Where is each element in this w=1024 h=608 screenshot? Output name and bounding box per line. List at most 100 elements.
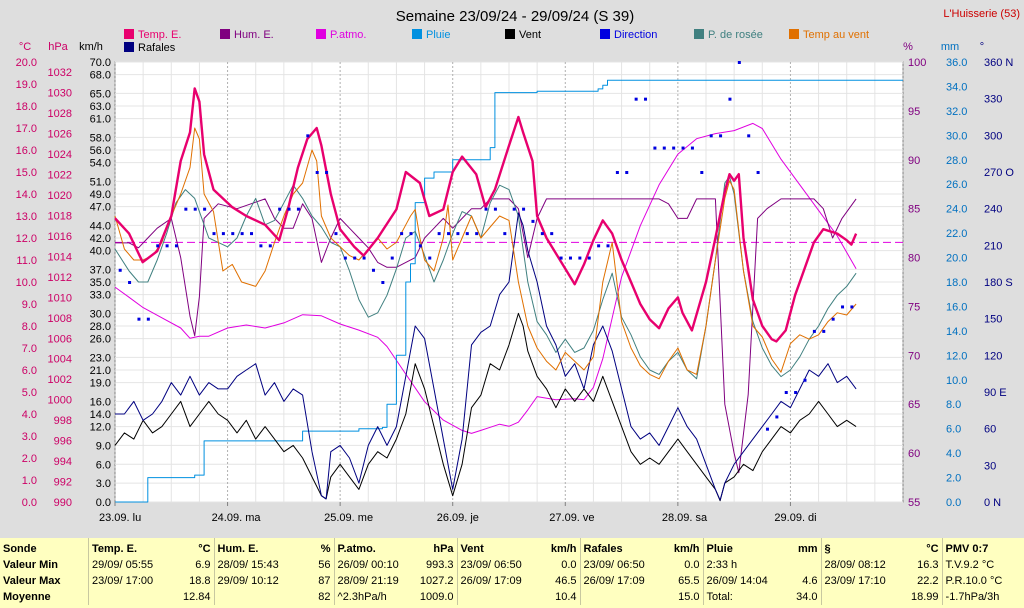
legend-swatch [412, 29, 422, 39]
legend-label: Vent [519, 29, 541, 41]
tick-wind: 33.0 [90, 290, 111, 302]
press-unit: hPa [433, 543, 454, 555]
direction-point [118, 268, 122, 272]
legend-label: P.atmo. [330, 29, 367, 41]
legend-swatch [316, 29, 326, 39]
tick-rain: 8.0 [946, 399, 961, 411]
direction-point [615, 171, 619, 174]
tick-wind: 63.0 [90, 101, 111, 113]
direction-point [531, 219, 535, 223]
tick-temp: 7.0 [22, 343, 37, 355]
x-tick-label: 27.09. ve [549, 512, 594, 524]
tick-dir: 180 S [984, 277, 1013, 289]
tick-wind: 70.0 [90, 57, 111, 69]
tick-temp: 8.0 [22, 321, 37, 333]
direction-point [587, 256, 591, 260]
tick-hum: 80 [908, 253, 920, 265]
x-tick-label: 28.09. sa [662, 512, 708, 524]
tick-wind: 40.0 [90, 246, 111, 258]
tick-wind: 56.0 [90, 145, 111, 157]
direction-point [597, 244, 601, 248]
legend-label: Rafales [138, 42, 176, 54]
tick-wind: 49.0 [90, 189, 111, 201]
chart-title: Semaine 23/09/24 - 29/09/24 (S 39) [396, 8, 635, 25]
tick-temp: 16.0 [16, 145, 37, 157]
direction-point [550, 232, 554, 236]
direction-point [221, 232, 225, 236]
pmv-trend: -1.7hPa/3h [941, 589, 1024, 605]
direction-point [512, 207, 516, 211]
tick-wind: 65.0 [90, 88, 111, 100]
direction-point [400, 232, 404, 236]
tick-rain: 4.0 [946, 448, 961, 460]
tick-hum: 85 [908, 204, 920, 216]
summary-panel: Sonde Temp. E. °C Hum. E. % P.atmo. hPa … [0, 538, 1024, 608]
x-axis-labels: 23.09. lu 24.09. ma 25.09. me 26.09. je 27.0… [99, 502, 817, 524]
press-min-time: 26/09/ 00:10 [333, 557, 411, 573]
gust-avg-value: 15.0 [678, 591, 700, 603]
tick-press: 1028 [48, 108, 72, 120]
tick-press: 1012 [48, 272, 72, 284]
direction-point [287, 207, 291, 211]
press-max-time: 28/09/ 21:19 [333, 573, 411, 589]
rain-duration: 2:33 h [702, 557, 785, 573]
direction-point [250, 232, 254, 236]
axis-header-rain: mm [941, 41, 959, 53]
series-temp-au-vent [114, 127, 857, 380]
direction-point [343, 256, 347, 260]
tick-temp: 20.0 [16, 57, 37, 69]
direction-point [306, 134, 310, 138]
direction-point [203, 207, 207, 211]
legend-label: Temp. E. [138, 29, 181, 41]
direction-point [428, 256, 432, 260]
axis-header-press: hPa [48, 41, 68, 53]
tick-press: 990 [54, 497, 72, 509]
x-tick-label: 24.09. ma [212, 512, 262, 524]
extra-avg-note [820, 589, 906, 605]
rain-max-value: 4.6 [802, 575, 818, 587]
summary-min-row: Valeur Min 29/09/ 05:55 6.9 28/09/ 15:43… [0, 557, 1024, 573]
press-avg-value: 1009.0 [419, 591, 454, 603]
tick-hum: 65 [908, 399, 920, 411]
legend-label: Direction [614, 29, 657, 41]
direction-point [737, 61, 741, 64]
tick-hum: 90 [908, 155, 920, 167]
direction-point [803, 378, 807, 382]
direction-point [240, 232, 244, 236]
direction-point [662, 146, 666, 150]
hum-min-time: 28/09/ 15:43 [213, 557, 306, 573]
direction-point [709, 134, 713, 138]
gust-unit: km/h [673, 543, 700, 555]
extra-min-time: 28/09/ 08:12 [820, 557, 906, 573]
extra-avg-value: 18.99 [911, 591, 939, 603]
direction-point [447, 232, 451, 236]
tick-wind: 28.0 [90, 321, 111, 333]
tick-wind: 6.0 [96, 459, 111, 471]
x-tick-label: 26.09. je [437, 512, 479, 524]
axis-header-temp: °C [19, 41, 31, 53]
tick-temp: 17.0 [16, 123, 37, 135]
legend-swatch [124, 42, 134, 52]
tick-temp: 5.0 [22, 387, 37, 399]
tick-temp: 0.0 [22, 497, 37, 509]
tick-dir: 330 [984, 94, 1002, 106]
tick-rain: 32.0 [946, 106, 967, 118]
tick-temp: 15.0 [16, 167, 37, 179]
wind-avg-note [456, 589, 539, 605]
axis-header-wind: km/h [79, 41, 103, 53]
tick-wind: 61.0 [90, 114, 111, 126]
tick-press: 998 [54, 415, 72, 427]
direction-point [278, 207, 282, 211]
summary-avg-row: Moyenne 12.84 82 ^2.3hPa/h 1009.0 10.4 1… [0, 589, 1024, 605]
direction-point [765, 427, 769, 431]
tick-wind: 14.0 [90, 409, 111, 421]
direction-point [268, 244, 272, 248]
direction-point [690, 146, 694, 150]
direction-point [775, 415, 779, 419]
tick-rain: 28.0 [946, 155, 967, 167]
tick-wind: 26.0 [90, 334, 111, 346]
direction-point [653, 146, 657, 150]
temp-unit: °C [198, 543, 211, 555]
tick-hum: 60 [908, 448, 920, 460]
hum-max-time: 29/09/ 10:12 [213, 573, 306, 589]
